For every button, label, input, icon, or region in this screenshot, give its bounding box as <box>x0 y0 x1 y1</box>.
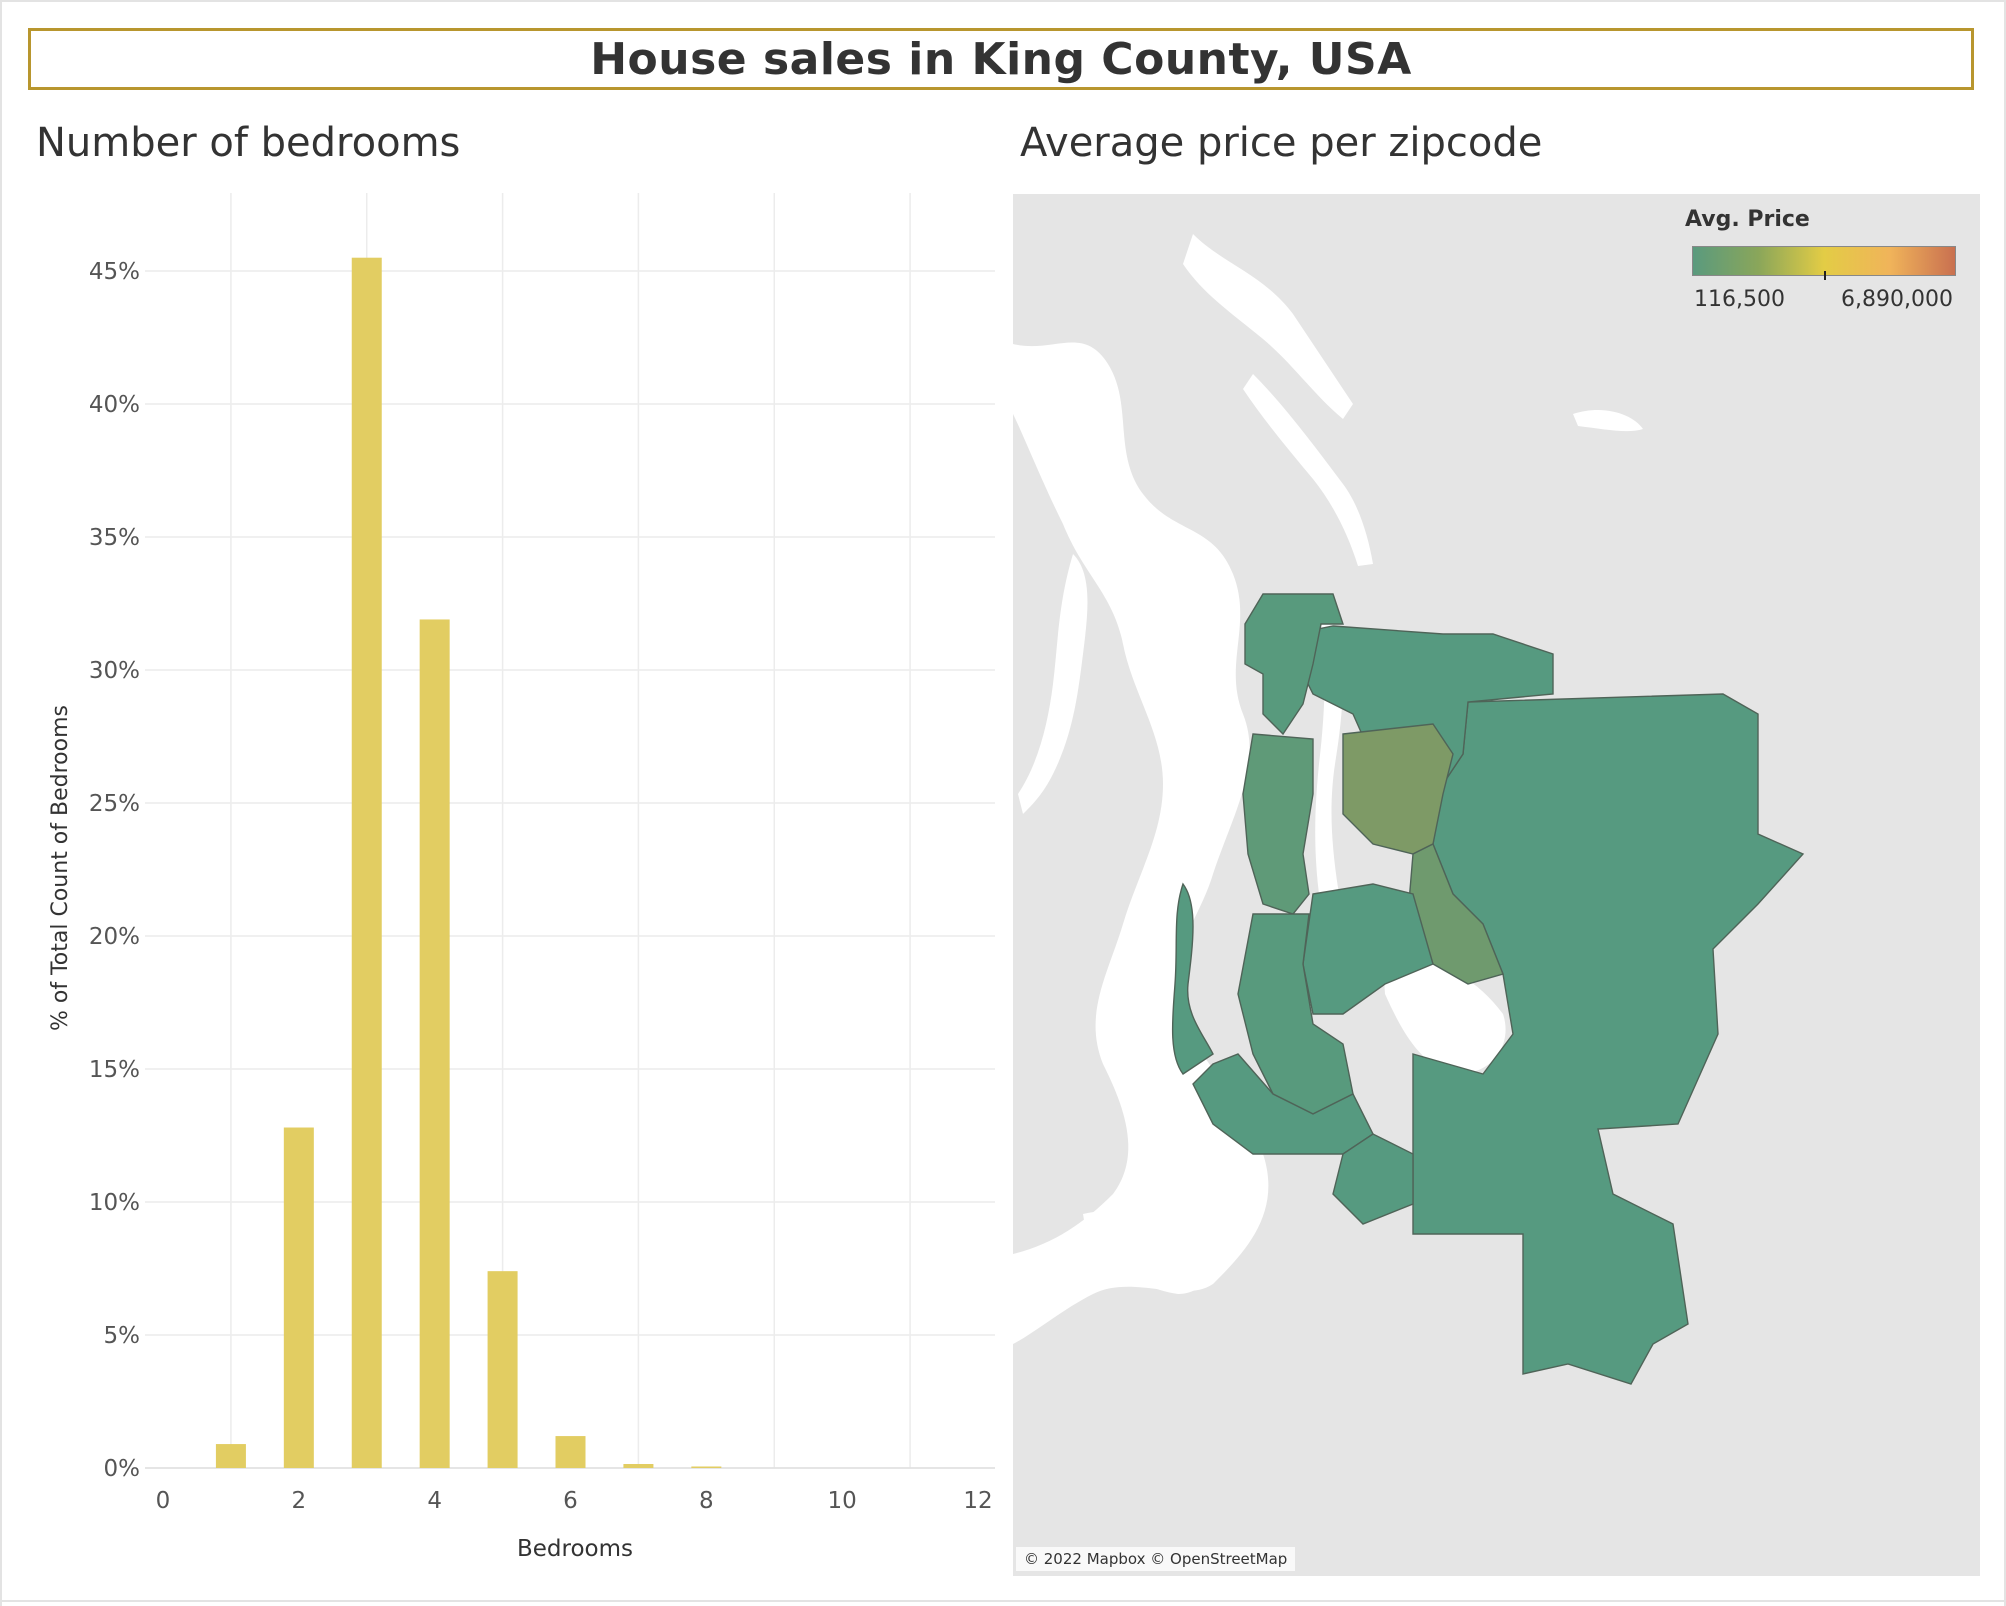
x-tick-label: 12 <box>963 1488 992 1514</box>
eastern-lake-water <box>1573 409 1643 432</box>
bedrooms-chart-title: Number of bedrooms <box>36 120 461 166</box>
frame-left-border <box>0 0 2 1606</box>
y-tick-label: 30% <box>89 658 140 684</box>
grid-layer <box>145 193 995 1469</box>
frame-bottom-border <box>0 1600 2006 1602</box>
map-title: Average price per zipcode <box>1020 120 1543 166</box>
legend-marker-tick <box>1824 271 1826 280</box>
y-tick-labels: 0% 5% 10% 15% 20% 25% 30% 35% 40% 45% <box>89 259 140 1482</box>
y-tick-label: 40% <box>89 392 140 418</box>
x-tick-label: 8 <box>699 1488 714 1514</box>
map-attribution[interactable]: © 2022 Mapbox © OpenStreetMap <box>1016 1547 1296 1571</box>
y-tick-label: 35% <box>89 525 140 551</box>
bars-layer <box>215 257 722 1469</box>
bar-bedrooms-7[interactable] <box>623 1464 654 1468</box>
frame-right-border <box>2004 0 2006 1606</box>
zipcode-regions[interactable] <box>1171 593 1805 1385</box>
zipcode-region-auburn[interactable] <box>1332 1133 1414 1225</box>
zipcode-region-vashon-island[interactable] <box>1171 882 1214 1075</box>
bar-bedrooms-2[interactable] <box>283 1127 314 1468</box>
y-tick-label: 15% <box>89 1057 140 1083</box>
y-tick-label: 45% <box>89 259 140 285</box>
zipcode-region-sammamish[interactable] <box>1407 843 1504 985</box>
hood-canal-water <box>1018 554 1088 814</box>
bar-bedrooms-3[interactable] <box>351 257 382 1469</box>
zipcode-region-seattle-north[interactable] <box>1244 593 1344 736</box>
southern-lake-water <box>1383 961 1506 1074</box>
northern-inlet-water <box>1183 234 1353 419</box>
x-tick-label: 2 <box>292 1488 307 1514</box>
bar-bedrooms-8[interactable] <box>691 1466 722 1469</box>
x-tick-label: 4 <box>427 1488 442 1514</box>
y-axis-label: % of Total Count of Bedrooms <box>48 705 73 1031</box>
bar-bedrooms-6[interactable] <box>555 1436 586 1468</box>
map-canvas <box>1013 194 1980 1576</box>
frame-top-border <box>0 0 2006 2</box>
bar-bedrooms-5[interactable] <box>487 1271 518 1468</box>
x-tick-label: 10 <box>828 1488 857 1514</box>
bar-bedrooms-4[interactable] <box>419 619 450 1468</box>
dashboard-title-box: House sales in King County, USA <box>28 28 1974 90</box>
bedrooms-bar-chart: 0% 5% 10% 15% 20% 25% 30% 35% 40% 45% 0 2 4 6 8 10 12 B… <box>48 193 995 1562</box>
y-tick-label: 0% <box>104 1456 141 1482</box>
bar-bedrooms-1[interactable] <box>215 1444 246 1468</box>
zipcode-region-north-east[interactable] <box>1292 625 1554 795</box>
dashboard-title: House sales in King County, USA <box>590 33 1412 85</box>
zipcode-region-federal-way[interactable] <box>1192 1053 1374 1155</box>
legend-min-label: 116,500 <box>1694 287 1785 312</box>
x-tick-label: 6 <box>563 1488 578 1514</box>
commencement-bay-water <box>1083 1211 1204 1294</box>
y-tick-label: 10% <box>89 1190 140 1216</box>
legend-title: Avg. Price <box>1685 207 1810 232</box>
possession-sound-water <box>1243 374 1373 566</box>
legend-max-label: 6,890,000 <box>1841 287 1953 312</box>
x-tick-label: 0 <box>156 1488 171 1514</box>
y-tick-label: 20% <box>89 924 140 950</box>
zipcode-map[interactable] <box>1013 194 1980 1576</box>
y-tick-label: 25% <box>89 791 140 817</box>
x-axis-label: Bedrooms <box>517 1536 633 1562</box>
x-tick-labels: 0 2 4 6 8 10 12 <box>156 1488 993 1514</box>
y-tick-label: 5% <box>104 1323 141 1349</box>
zipcode-region-seattle-central[interactable] <box>1242 733 1314 915</box>
